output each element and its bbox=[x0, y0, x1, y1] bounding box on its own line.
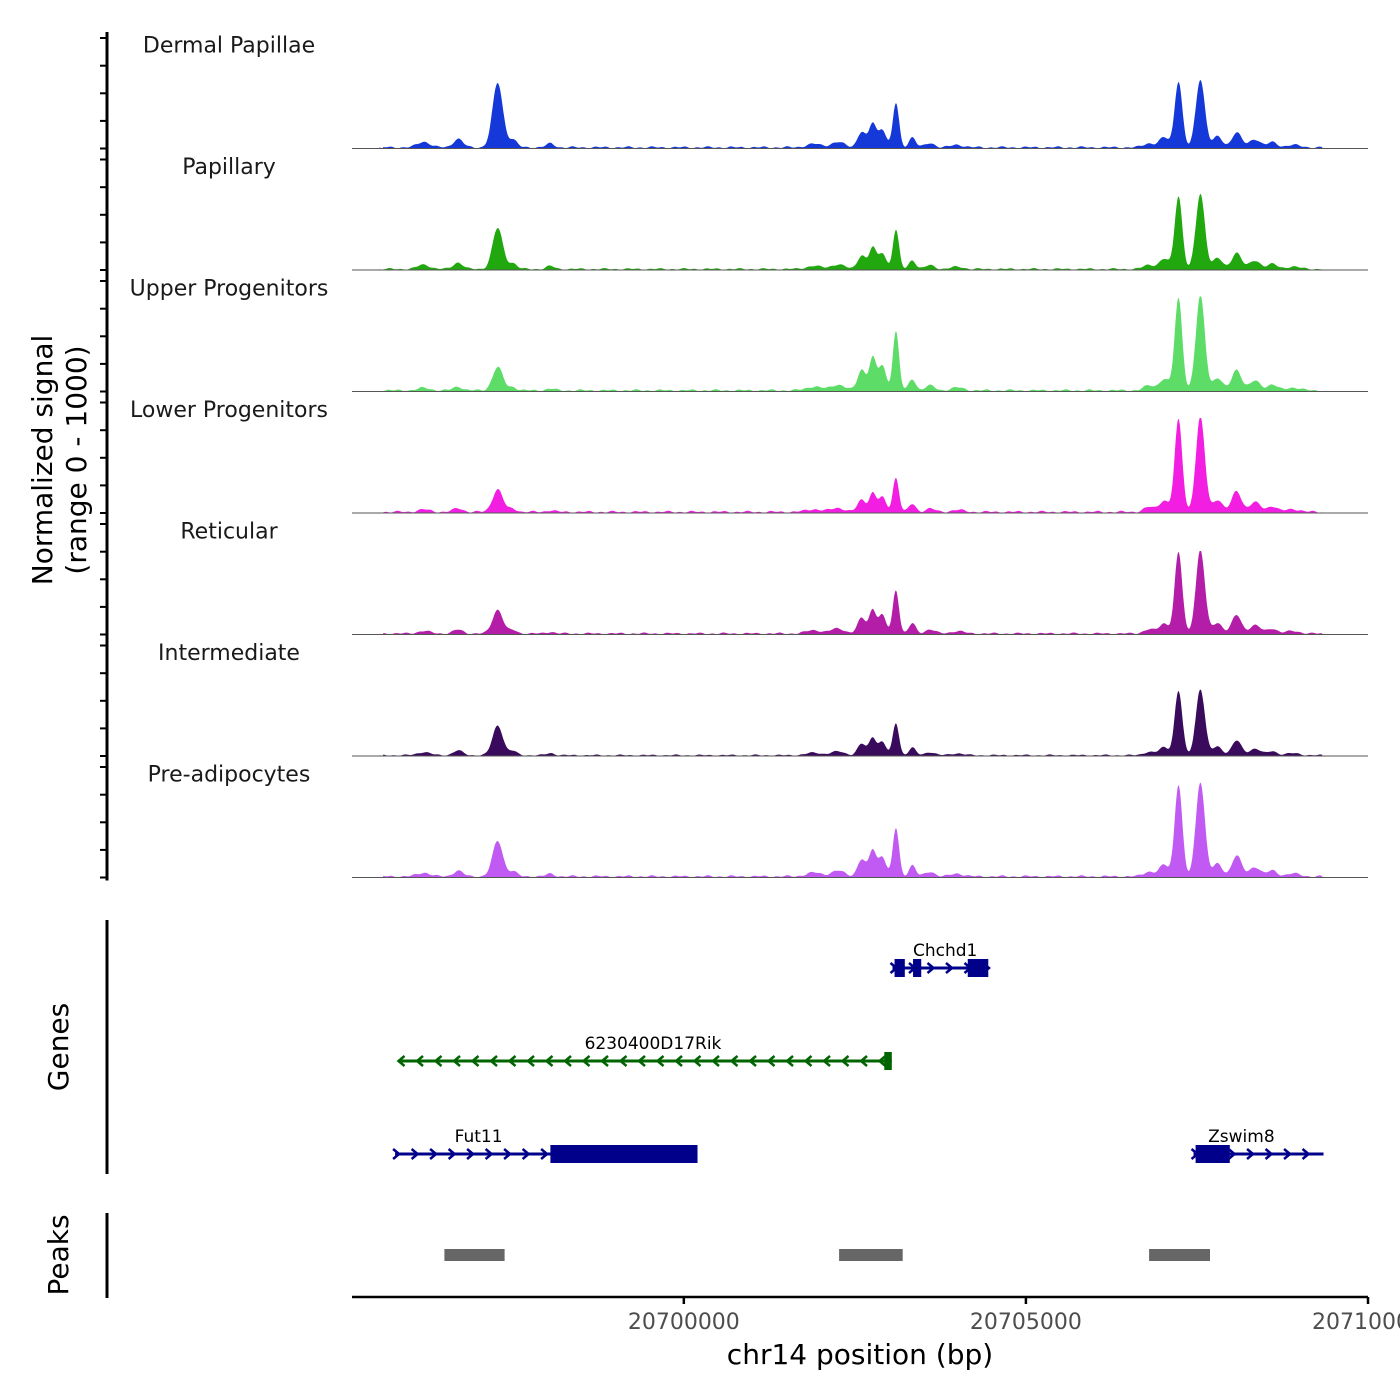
gene-strand-arrow bbox=[600, 1055, 609, 1067]
gene-strand-arrow bbox=[415, 1055, 424, 1067]
gene-strand-arrow bbox=[729, 1055, 739, 1067]
track-label: Reticular bbox=[180, 520, 278, 545]
gene-exon bbox=[967, 959, 989, 977]
gene-strand-arrow bbox=[822, 1055, 831, 1067]
gene-strand-arrow bbox=[503, 1148, 513, 1160]
gene-label: 6230400D17Rik bbox=[585, 1034, 722, 1054]
gene-strand-arrow bbox=[711, 1055, 720, 1067]
coverage-track: Upper Progenitors bbox=[130, 277, 1368, 392]
track-label: Pre-adipocytes bbox=[148, 763, 311, 788]
coverage-area bbox=[379, 782, 1326, 878]
gene-strand-arrow bbox=[877, 1055, 887, 1067]
track-label: Papillary bbox=[182, 155, 276, 180]
gene-strand-arrow bbox=[766, 1055, 776, 1067]
gene-strand-arrow bbox=[466, 1148, 476, 1160]
gene-strand-arrow bbox=[540, 1148, 550, 1160]
coverage-track: Intermediate bbox=[158, 641, 1368, 757]
gene-strand-arrow bbox=[859, 1055, 868, 1067]
gene-strand-arrow bbox=[945, 962, 954, 974]
gene-strand-arrow bbox=[392, 1148, 402, 1160]
gene-strand-arrow bbox=[452, 1055, 461, 1067]
gene-strand-arrow bbox=[429, 1148, 439, 1160]
gene-exon bbox=[894, 959, 905, 977]
peaks-track-title: Peaks bbox=[42, 1214, 75, 1295]
gene-strand-arrow bbox=[489, 1055, 498, 1067]
gene-strand-arrow bbox=[581, 1055, 591, 1067]
gene-strand-arrow bbox=[637, 1055, 646, 1067]
peak-region bbox=[444, 1249, 505, 1261]
gene-exon bbox=[913, 959, 922, 977]
gene-strand-arrow bbox=[785, 1055, 794, 1067]
gene-strand-arrow bbox=[674, 1055, 683, 1067]
x-axis-title: chr14 position (bp) bbox=[727, 1338, 993, 1371]
gene-strand-arrow bbox=[1227, 1148, 1237, 1160]
gene-strand-arrow bbox=[433, 1055, 443, 1067]
gene-strand-arrow bbox=[521, 1148, 531, 1160]
x-tick-label: 20700000 bbox=[628, 1310, 740, 1335]
y-axis-title-line1: Normalized signal bbox=[26, 335, 59, 586]
gene-model: Chchd1 bbox=[889, 941, 991, 977]
x-axis-ticks: 20700000 20705000 20710000 bbox=[628, 1297, 1400, 1335]
gene-model: Zswim8 bbox=[1190, 1127, 1324, 1163]
coverage-area bbox=[379, 418, 1326, 513]
coverage-area bbox=[379, 550, 1326, 635]
gene-strand-arrow bbox=[563, 1055, 572, 1067]
track-label: Dermal Papillae bbox=[143, 34, 315, 59]
gene-label: Fut11 bbox=[455, 1127, 503, 1147]
gene-strand-arrow bbox=[618, 1055, 628, 1067]
gene-strand-arrow bbox=[544, 1055, 554, 1067]
coverage-area bbox=[379, 689, 1326, 756]
gene-annotations: Chchd1 6230400D17Rik Fut11 Zswim8 bbox=[392, 941, 1324, 1163]
track-label: Intermediate bbox=[158, 641, 300, 666]
gene-strand-arrow bbox=[470, 1055, 480, 1067]
gene-strand-arrow bbox=[1264, 1148, 1274, 1160]
coverage-area bbox=[379, 193, 1326, 270]
coverage-track: Papillary bbox=[182, 155, 1368, 271]
gene-strand-arrow bbox=[692, 1055, 702, 1067]
y-axis-title-line2: (range 0 - 1000) bbox=[60, 345, 93, 574]
gene-strand-arrow bbox=[447, 1148, 457, 1160]
gene-strand-arrow bbox=[803, 1055, 813, 1067]
gene-exon bbox=[884, 1052, 892, 1070]
gene-model: Fut11 bbox=[392, 1127, 698, 1163]
track-label: Upper Progenitors bbox=[130, 277, 329, 302]
genes-track-title: Genes bbox=[42, 1003, 75, 1091]
gene-exon bbox=[550, 1145, 698, 1163]
gene-label: Zswim8 bbox=[1208, 1127, 1275, 1147]
gene-exon bbox=[1195, 1145, 1230, 1163]
gene-strand-arrow bbox=[484, 1148, 494, 1160]
track-label: Lower Progenitors bbox=[130, 398, 328, 423]
gene-strand-arrow bbox=[748, 1055, 757, 1067]
coverage-track: Dermal Papillae bbox=[143, 34, 1368, 149]
coverage-area bbox=[379, 296, 1326, 392]
coverage-y-axis bbox=[100, 32, 109, 881]
peak-region bbox=[1149, 1249, 1210, 1261]
gene-strand-arrow bbox=[526, 1055, 535, 1067]
gene-strand-arrow bbox=[655, 1055, 665, 1067]
gene-strand-arrow bbox=[507, 1055, 517, 1067]
gene-strand-arrow bbox=[840, 1055, 850, 1067]
coverage-area bbox=[379, 79, 1326, 149]
peak-region bbox=[839, 1249, 903, 1261]
peak-regions bbox=[444, 1249, 1210, 1261]
gene-label: Chchd1 bbox=[913, 941, 977, 961]
gene-strand-arrow bbox=[926, 962, 936, 974]
coverage-track: Lower Progenitors bbox=[130, 398, 1368, 514]
gene-strand-arrow bbox=[1283, 1148, 1292, 1160]
coverage-track: Pre-adipocytes bbox=[148, 763, 1368, 878]
x-tick-label: 20705000 bbox=[970, 1310, 1082, 1335]
gene-strand-arrow bbox=[410, 1148, 420, 1160]
gene-strand-arrow bbox=[1301, 1148, 1311, 1160]
gene-model: 6230400D17Rik bbox=[396, 1034, 892, 1070]
coverage-track: Reticular bbox=[180, 520, 1368, 635]
gene-strand-arrow bbox=[396, 1055, 406, 1067]
gene-strand-arrow bbox=[1246, 1148, 1255, 1160]
coverage-tracks: Dermal Papillae Papillary Upper Progenitor… bbox=[130, 34, 1368, 878]
x-tick-label: 20710000 bbox=[1312, 1310, 1400, 1335]
